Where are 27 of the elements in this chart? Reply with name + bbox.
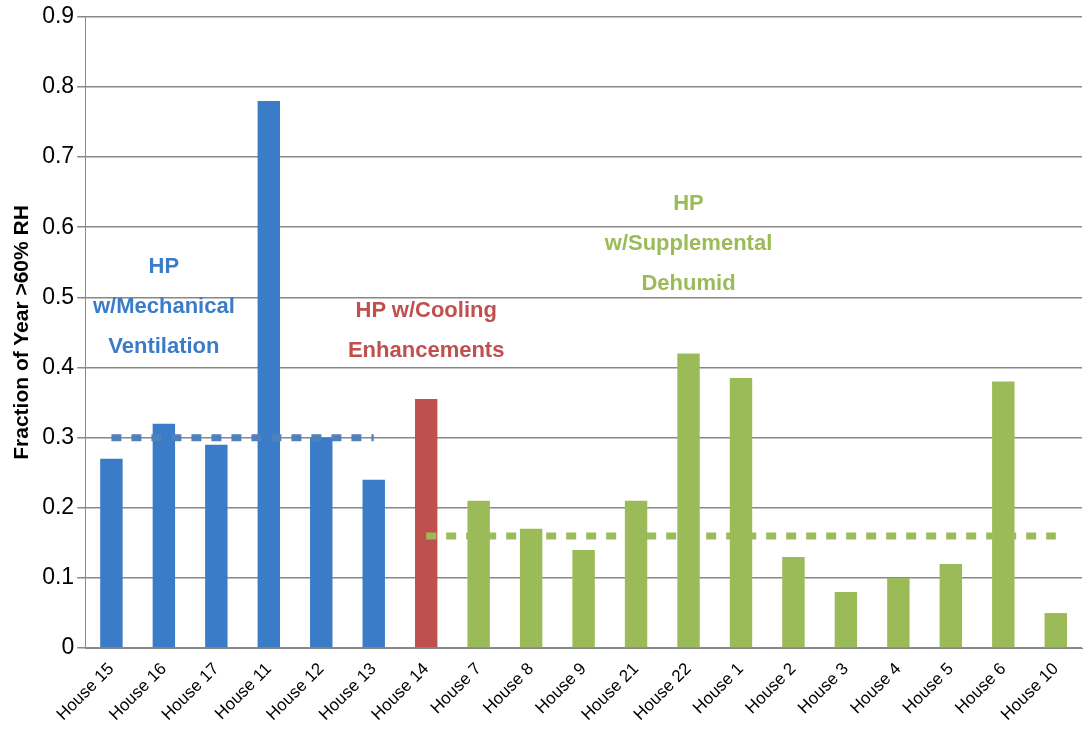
y-tick-label: 0.6 [42,212,75,239]
bar [939,563,963,648]
bar [152,423,176,648]
bar [257,100,281,648]
y-tick-label: 0.3 [42,423,75,450]
bar [310,437,333,648]
bar [414,399,438,648]
y-axis-title: Fraction of Year >60% RH [9,205,33,460]
bar [362,479,385,648]
y-tick-label: 0.1 [42,563,75,590]
bar [572,549,595,648]
y-tick-label: 0.5 [42,282,75,309]
y-tick-label: 0.2 [42,493,75,520]
text: HP w/Cooling Enhancements [347,297,505,363]
series-label: HP w/Mechanical Ventilation [91,252,235,358]
y-tick-label: 0.9 [42,2,75,29]
bar [782,556,805,648]
bar [100,458,123,648]
bar [1044,613,1067,648]
text: HP w/Supplemental Dehumid [603,189,773,295]
bar [205,444,228,648]
y-tick-label: 0.7 [42,142,75,169]
y-tick-label: 0 [61,633,75,660]
bar [887,577,910,648]
y-tick-label: 0.4 [42,352,75,379]
bar [834,592,858,648]
y-tick-label: 0.8 [42,72,75,99]
